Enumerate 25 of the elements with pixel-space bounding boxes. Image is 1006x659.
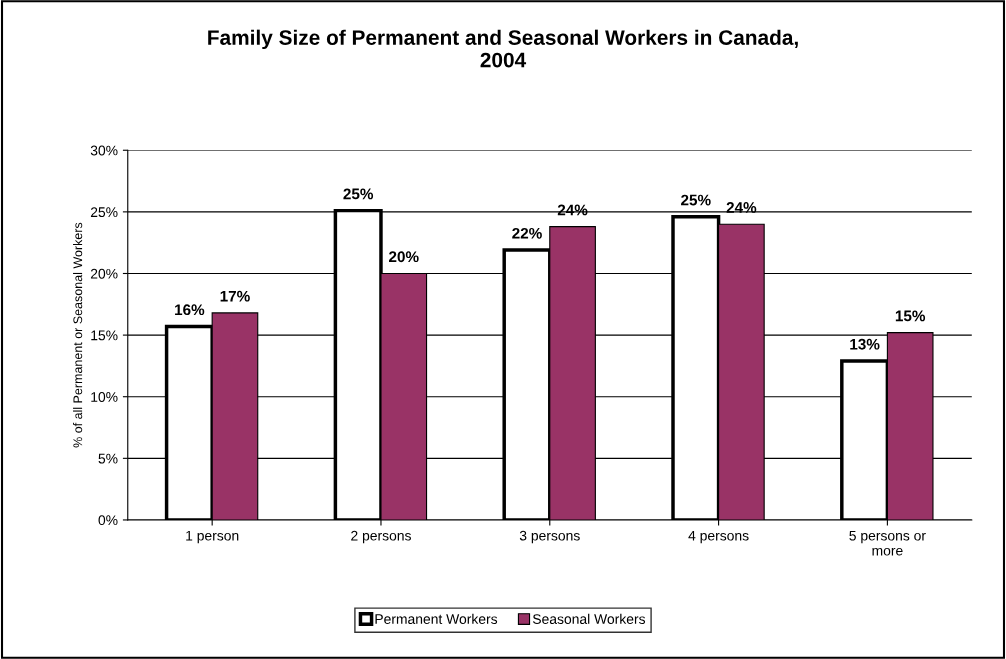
y-tick-label: 0% — [98, 515, 118, 526]
data-label: 25% — [343, 188, 374, 200]
x-tick-label: 5 persons or more — [849, 530, 926, 556]
data-label: 15% — [895, 310, 926, 322]
data-label: 22% — [512, 227, 542, 239]
data-label: 13% — [850, 338, 880, 350]
data-label: 24% — [726, 202, 757, 213]
y-tick-label: 15% — [91, 330, 118, 341]
y-tick-label: 20% — [90, 268, 118, 279]
legend-label: Permanent Workers — [375, 613, 498, 624]
chart-title: Family Size of Permanent and Seasonal Workers in Canada, 2004 — [208, 29, 798, 68]
data-label: 16% — [175, 304, 205, 316]
x-tick-label: 4 persons — [688, 530, 749, 544]
y-tick-label: 5% — [98, 453, 118, 464]
y-tick-label: 10% — [91, 392, 118, 402]
data-label: 20% — [389, 251, 419, 263]
data-label: 17% — [220, 290, 250, 302]
x-tick-label: 1 person — [186, 530, 239, 544]
y-tick-label: 25% — [90, 207, 118, 218]
x-tick-label: 2 persons — [351, 530, 411, 544]
y-axis-title: % of all Permanent or Seasonal Workers — [73, 222, 83, 448]
x-tick-label: 3 persons — [519, 530, 580, 544]
y-tick-label: 30% — [90, 145, 118, 156]
data-label: 25% — [681, 194, 711, 206]
legend-label: Seasonal Workers — [532, 613, 646, 624]
